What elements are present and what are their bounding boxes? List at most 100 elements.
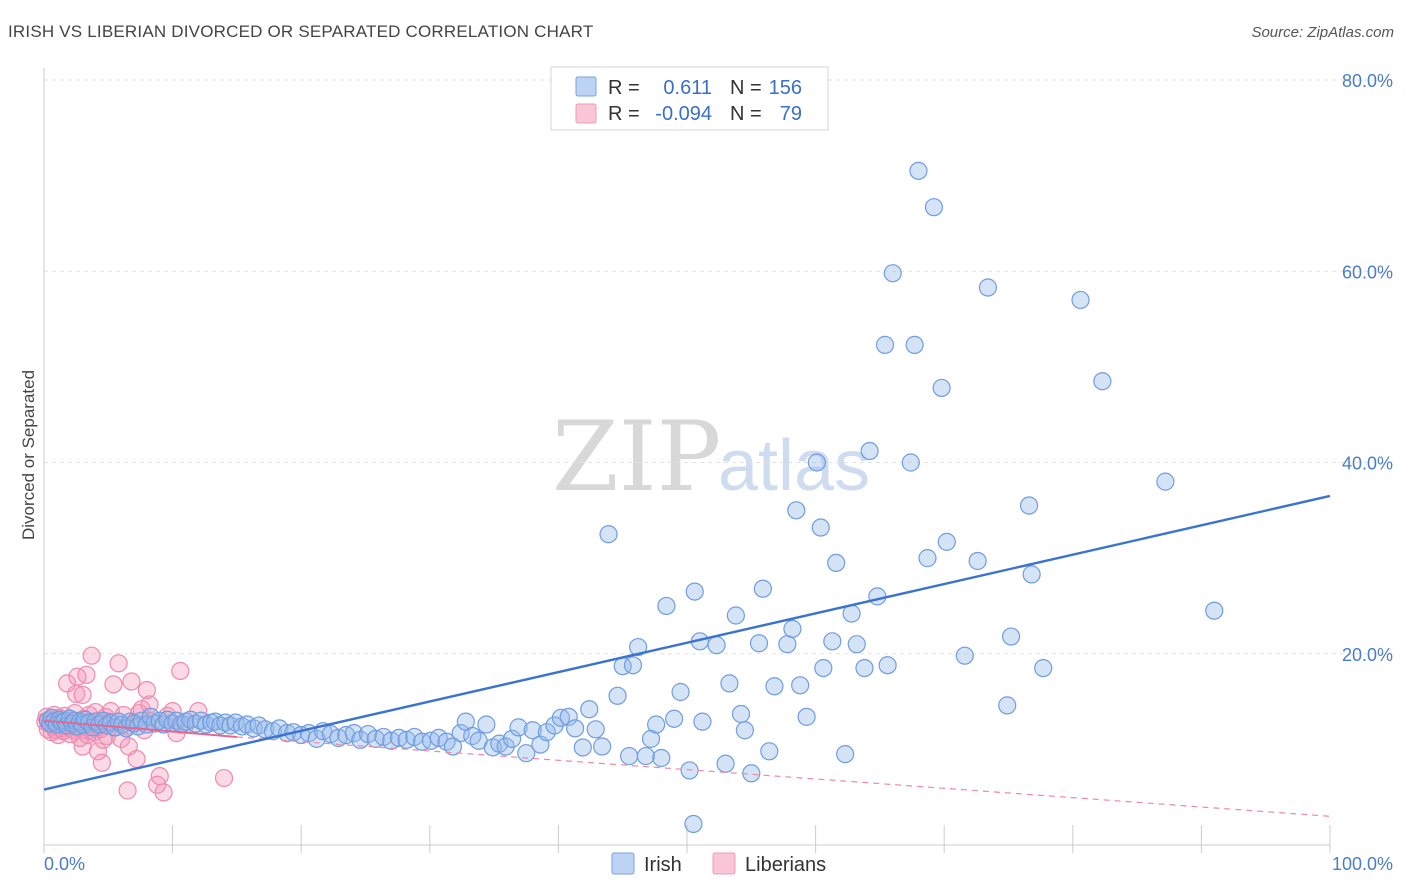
irish-point bbox=[599, 525, 618, 544]
y-tick-label: 60.0% bbox=[1342, 262, 1393, 282]
irish-point bbox=[503, 729, 522, 748]
legend-n-value-irish: 156 bbox=[769, 77, 802, 99]
legend-r-value-liberians: -0.094 bbox=[655, 103, 712, 125]
legend-box bbox=[550, 66, 829, 131]
irish-point bbox=[707, 636, 726, 655]
legend-r-label-liberians: R = bbox=[608, 103, 640, 125]
irish-point bbox=[671, 682, 690, 702]
legend-n-value-liberians: 79 bbox=[780, 103, 802, 125]
irish-point bbox=[608, 686, 627, 705]
liberians-trend-dashed bbox=[236, 736, 1331, 817]
irish-point bbox=[807, 453, 826, 472]
irish-point bbox=[652, 748, 671, 768]
irish-point bbox=[586, 720, 605, 739]
irish-point bbox=[731, 704, 751, 724]
irish-point bbox=[477, 715, 496, 734]
trend-lines bbox=[43, 494, 1331, 817]
irish-point bbox=[726, 606, 745, 625]
irish-point bbox=[827, 553, 846, 573]
irish-point bbox=[883, 264, 902, 283]
irish-point bbox=[573, 738, 592, 757]
irish-point bbox=[749, 634, 769, 653]
legend-r-label-irish: R = bbox=[608, 77, 640, 99]
liberians-point bbox=[150, 767, 169, 786]
irish-point bbox=[932, 378, 951, 398]
irish-point bbox=[629, 637, 648, 657]
irish-point bbox=[847, 635, 866, 654]
irish-point bbox=[797, 707, 816, 726]
liberians-point bbox=[118, 781, 137, 800]
liberians-point bbox=[154, 783, 173, 802]
irish-point bbox=[901, 453, 920, 472]
irish-point bbox=[836, 745, 855, 764]
axes bbox=[43, 68, 1331, 853]
irish-point bbox=[875, 335, 895, 354]
irish-trend-line bbox=[43, 494, 1331, 791]
irish-point bbox=[693, 712, 712, 731]
irish-point bbox=[641, 729, 661, 748]
irish-point bbox=[778, 635, 797, 654]
irish-point bbox=[998, 696, 1017, 715]
irish-point bbox=[517, 744, 536, 763]
irish-point bbox=[647, 715, 666, 734]
irish-point bbox=[443, 737, 463, 756]
irish-point bbox=[593, 737, 612, 756]
irish-point bbox=[559, 707, 578, 726]
bottom-legend-swatch-irish bbox=[611, 852, 635, 875]
y-tick-labels: 20.0% 40.0% 60.0% 80.0% bbox=[1342, 71, 1393, 665]
bottom-legend-label-irish: Irish bbox=[644, 854, 682, 876]
liberians-point bbox=[104, 675, 123, 694]
irish-point bbox=[978, 278, 998, 297]
irish-point bbox=[814, 658, 833, 678]
irish-point bbox=[1022, 565, 1041, 584]
legend-n-label-liberians: N = bbox=[730, 103, 762, 125]
liberians-point bbox=[77, 665, 96, 684]
irish-point bbox=[716, 754, 735, 773]
series-legend: Irish Liberians bbox=[611, 852, 826, 876]
bottom-legend-swatch-liberians bbox=[712, 852, 736, 875]
correlation-legend: R = 0.611 N = 156 R = -0.094 N = 79 bbox=[550, 66, 829, 131]
chart-title: IRISH VS LIBERIAN DIVORCED OR SEPARATED … bbox=[8, 22, 594, 41]
irish-point bbox=[1093, 372, 1112, 391]
irish-point bbox=[657, 596, 676, 616]
irish-point bbox=[791, 676, 810, 695]
liberians-point bbox=[92, 753, 111, 772]
irish-point bbox=[620, 746, 639, 766]
legend-r-value-irish: 0.611 bbox=[663, 77, 712, 99]
irish-point bbox=[451, 724, 470, 743]
legend-swatch-irish bbox=[575, 76, 597, 97]
bottom-legend-label-liberians: Liberians bbox=[745, 854, 826, 876]
irish-point bbox=[860, 441, 879, 461]
irish-point bbox=[823, 632, 842, 651]
irish-point bbox=[566, 719, 585, 738]
irish-point bbox=[720, 674, 739, 693]
irish-point bbox=[783, 619, 802, 638]
irish-point bbox=[509, 718, 528, 737]
irish-point bbox=[1156, 472, 1175, 491]
irish-point bbox=[636, 746, 655, 766]
irish-points bbox=[38, 161, 1224, 834]
irish-point bbox=[551, 708, 571, 727]
legend-swatch-liberians bbox=[575, 103, 597, 124]
liberians-point bbox=[88, 742, 108, 761]
liberians-point bbox=[137, 680, 156, 700]
liberians-point bbox=[58, 674, 77, 693]
irish-point bbox=[623, 656, 643, 675]
irish-point bbox=[665, 709, 684, 728]
irish-point bbox=[811, 518, 830, 537]
watermark-zip: ZIP bbox=[552, 401, 721, 513]
source-credit: Source: ZipAtlas.com bbox=[1251, 24, 1394, 41]
irish-point bbox=[735, 721, 754, 740]
irish-point bbox=[878, 656, 897, 675]
liberians-point bbox=[122, 672, 141, 691]
irish-point bbox=[937, 532, 956, 551]
y-tick-label: 80.0% bbox=[1342, 71, 1393, 91]
liberians-point bbox=[163, 702, 182, 721]
irish-point bbox=[905, 335, 924, 354]
y-tick-label: 20.0% bbox=[1342, 645, 1393, 665]
irish-point bbox=[1034, 658, 1053, 678]
liberians-point bbox=[68, 667, 87, 686]
liberians-point bbox=[109, 654, 128, 673]
liberians-point bbox=[127, 749, 146, 769]
